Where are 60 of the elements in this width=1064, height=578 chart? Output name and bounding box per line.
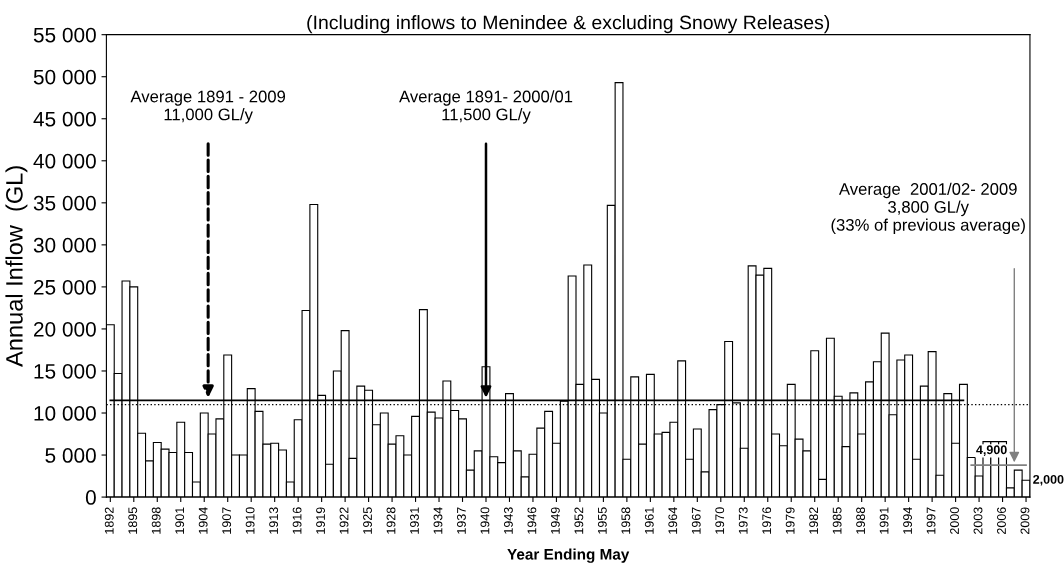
x-tick-label: 1985 <box>832 507 842 534</box>
x-tick-label: 1982 <box>809 507 819 534</box>
x-tick-label: 1901 <box>175 507 185 534</box>
annotation: 4,900 <box>976 445 1007 457</box>
y-tick-label: 5 000 <box>45 448 96 463</box>
x-tick-label: 1937 <box>457 507 466 534</box>
x-tick-label: 2009 <box>1020 507 1030 534</box>
x-tick-label: 1961 <box>644 507 654 534</box>
chart-title: (Including inflows to Menindee & excluding Snowy Releases) <box>307 15 830 34</box>
x-tick-label: 1919 <box>316 507 325 534</box>
x-tick-label: 1940 <box>480 507 490 534</box>
x-tick-label: 1988 <box>856 507 866 534</box>
x-tick-label: 1964 <box>668 507 678 534</box>
y-tick-label: 20 000 <box>34 321 96 337</box>
x-tick-label: 1898 <box>151 507 161 534</box>
x-tick-label: 2000 <box>950 507 959 534</box>
x-tick-label: 1955 <box>597 507 607 534</box>
x-axis-title: Year Ending May <box>507 548 630 563</box>
x-tick-label: 1925 <box>363 507 372 534</box>
annotation: Average 1891- 2000/01 11,500 GL/y <box>399 90 573 124</box>
x-tick-label: 2003 <box>973 507 983 534</box>
x-tick-label: 1997 <box>926 507 936 534</box>
x-tick-label: 2006 <box>997 507 1006 534</box>
y-tick-label: 50 000 <box>33 69 96 85</box>
x-tick-label: 1979 <box>785 507 795 534</box>
y-tick-label: 0 <box>85 490 96 505</box>
x-tick-label: 1910 <box>245 507 255 534</box>
annotation: Average 1891 - 2009 11,000 GL/y <box>130 90 286 124</box>
y-tick-label: 25 000 <box>34 279 96 295</box>
x-tick-label: 1967 <box>691 507 701 534</box>
y-tick-label: 55 000 <box>33 27 96 43</box>
text: 2,000 <box>1033 474 1064 486</box>
x-tick-label: 1931 <box>410 507 419 534</box>
x-tick-label: 1916 <box>292 507 302 534</box>
x-tick-label: 1976 <box>762 507 772 534</box>
x-tick-label: 1952 <box>574 507 584 534</box>
x-tick-label: 1949 <box>550 507 560 534</box>
x-tick-label: 1991 <box>879 507 889 534</box>
x-tick-label: 1913 <box>269 507 279 534</box>
y-tick-label: 10 000 <box>34 406 96 421</box>
y-axis-title: Annual Inflow (GL) <box>5 166 28 367</box>
y-tick-label: 30 000 <box>33 237 96 253</box>
x-tick-label: 1895 <box>128 507 138 534</box>
x-tick-label: 1892 <box>104 507 114 534</box>
x-tick-label: 1907 <box>222 507 232 534</box>
annotation: Average 2001/02- 2009 3,800 GL/y (33% of previous average) <box>831 182 1025 235</box>
x-tick-label: 1928 <box>386 507 396 534</box>
x-tick-label: 1946 <box>527 507 537 534</box>
x-tick-label: 1904 <box>198 507 208 534</box>
x-tick-label: 1970 <box>715 507 725 534</box>
y-tick-label: 35 000 <box>33 195 96 211</box>
y-tick-label: 45 000 <box>33 111 96 127</box>
x-tick-label: 1922 <box>339 507 349 534</box>
y-tick-label: 15 000 <box>34 363 96 379</box>
x-tick-label: 1943 <box>503 507 513 534</box>
x-tick-label: 1973 <box>738 507 748 534</box>
x-tick-label: 1994 <box>903 507 912 534</box>
x-tick-label: 1958 <box>621 507 631 534</box>
x-tick-label: 1934 <box>433 507 443 534</box>
y-tick-label: 40 000 <box>33 153 96 169</box>
